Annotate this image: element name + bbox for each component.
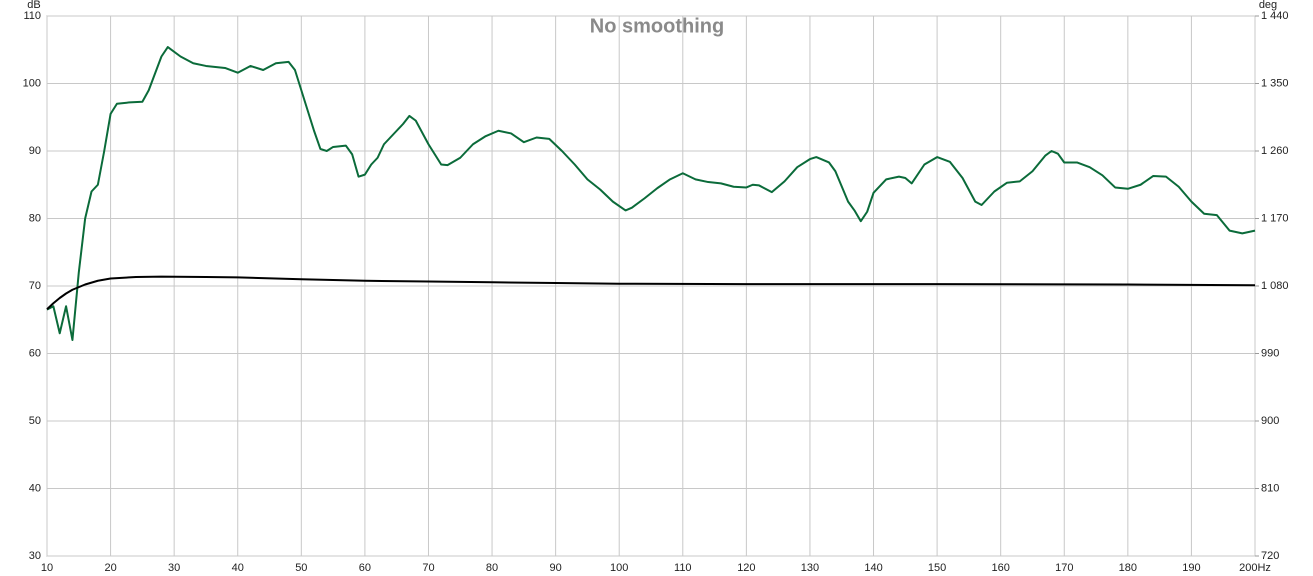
x-tick-label: 90 bbox=[550, 562, 562, 574]
x-tick-label: 170 bbox=[1055, 562, 1073, 574]
x-tick-label: 130 bbox=[801, 562, 819, 574]
y2-tick-label: 1 260 bbox=[1261, 145, 1289, 157]
y-tick-label: 110 bbox=[23, 10, 41, 22]
y-tick-label: 100 bbox=[23, 77, 41, 89]
x-tick-label: 30 bbox=[168, 562, 180, 574]
y-tick-label: 40 bbox=[29, 482, 41, 494]
x-tick-label: 190 bbox=[1182, 562, 1200, 574]
y-tick-label: 50 bbox=[29, 415, 41, 427]
x-tick-label: 40 bbox=[232, 562, 244, 574]
x-tick-label: 150 bbox=[928, 562, 946, 574]
x-tick-label: 20 bbox=[104, 562, 116, 574]
x-tick-label: 60 bbox=[359, 562, 371, 574]
x-tick-label: 180 bbox=[1119, 562, 1137, 574]
x-tick-label: 10 bbox=[41, 562, 53, 574]
y-tick-label: 60 bbox=[29, 347, 41, 359]
chart-title: No smoothing bbox=[590, 15, 724, 37]
x-tick-label: 140 bbox=[864, 562, 882, 574]
y2-tick-label: 1 170 bbox=[1261, 212, 1289, 224]
y-unit: dB bbox=[27, 0, 40, 11]
x-tick-label: 50 bbox=[295, 562, 307, 574]
y2-tick-label: 720 bbox=[1261, 550, 1279, 562]
x-tick-label: 80 bbox=[486, 562, 498, 574]
y-tick-label: 80 bbox=[29, 212, 41, 224]
x-tick-label: 70 bbox=[422, 562, 434, 574]
y2-tick-label: 810 bbox=[1261, 482, 1279, 494]
y-tick-label: 90 bbox=[29, 145, 41, 157]
y2-tick-label: 1 350 bbox=[1261, 77, 1289, 89]
x-tick-label: 110 bbox=[674, 562, 692, 574]
x-tick-label: 120 bbox=[737, 562, 755, 574]
y2-tick-label: 900 bbox=[1261, 415, 1279, 427]
x-tick-label: 160 bbox=[992, 562, 1010, 574]
x-tick-label: 200Hz bbox=[1239, 562, 1271, 574]
series-line bbox=[46, 275, 1256, 310]
y-tick-label: 30 bbox=[29, 550, 41, 562]
series-line bbox=[46, 46, 1256, 341]
y2-tick-label: 1 440 bbox=[1261, 10, 1289, 22]
y-tick-label: 70 bbox=[29, 280, 41, 292]
y2-unit: deg bbox=[1259, 0, 1277, 11]
x-tick-label: 100 bbox=[610, 562, 628, 574]
y2-tick-label: 990 bbox=[1261, 347, 1279, 359]
y2-tick-label: 1 080 bbox=[1261, 280, 1289, 292]
